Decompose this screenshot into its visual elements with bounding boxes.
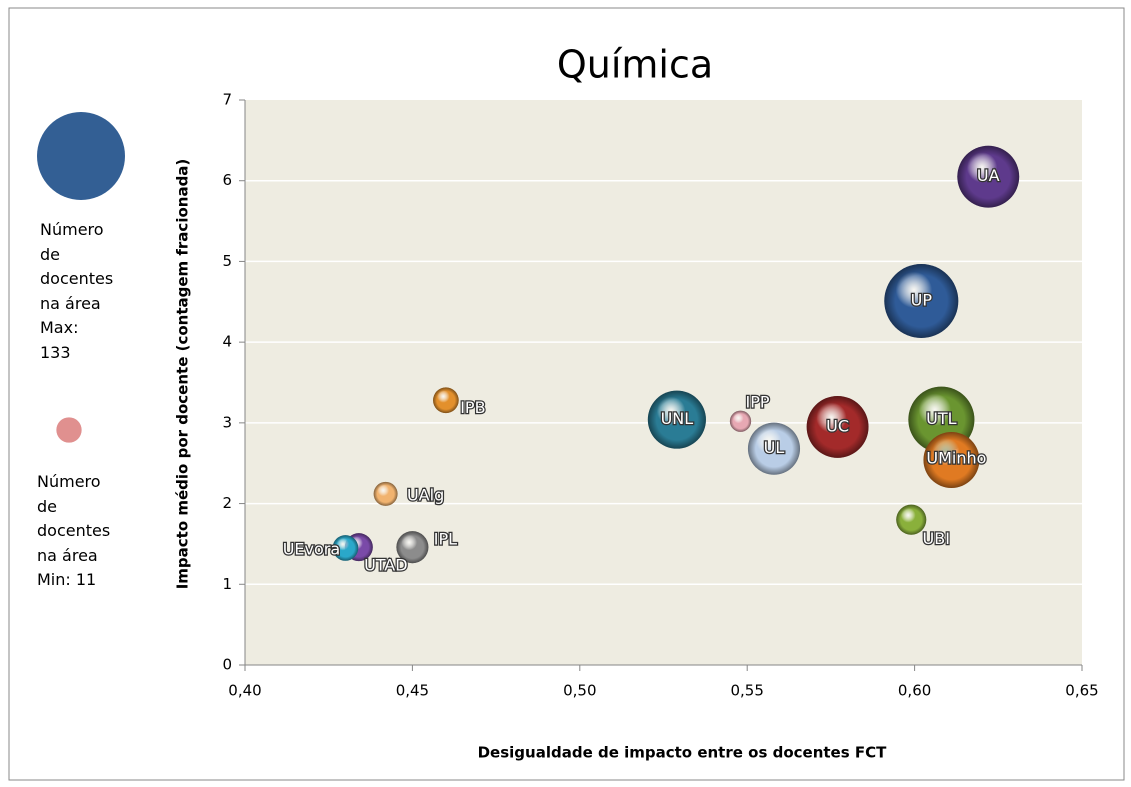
bubble: UEvora: [281, 535, 359, 561]
bubble-label: UTAD: [364, 556, 408, 575]
x-tick-label: 0,65: [1065, 682, 1098, 700]
x-tick-label: 0,55: [730, 682, 763, 700]
x-tick-label: 0,50: [563, 682, 596, 700]
bubble-label: UA: [977, 166, 1000, 185]
size-legend-circle: [56, 417, 82, 443]
bubble-shade: [332, 535, 359, 561]
bubble-label: UNL: [661, 409, 694, 428]
x-tick-label: 0,60: [898, 682, 931, 700]
x-axis-label: Desigualdade de impacto entre os docente…: [478, 744, 888, 762]
x-tick-label: 0,40: [228, 682, 261, 700]
bubble-label: IPB: [460, 398, 485, 417]
y-axis-label: Impacto médio por docente (contagem frac…: [174, 159, 192, 590]
y-tick-label: 3: [222, 413, 232, 431]
bubble-label: UL: [764, 438, 785, 457]
bubble-shade: [373, 481, 398, 506]
x-tick-label: 0,45: [396, 682, 429, 700]
bubble-label: UBI: [923, 529, 950, 548]
bubble-label: UEvora: [283, 539, 340, 558]
bubble-shade: [647, 390, 706, 449]
y-tick-label: 6: [222, 171, 232, 189]
bubble: UAlg: [373, 481, 445, 506]
bubble: UBI: [896, 504, 951, 549]
y-tick-label: 1: [222, 575, 232, 593]
y-tick-label: 7: [222, 91, 232, 109]
bubble-label: UP: [911, 290, 933, 309]
y-tick-label: 4: [222, 333, 232, 351]
bubble-shade: [396, 531, 429, 564]
bubble: IPP: [729, 391, 771, 432]
size-legend-text: Número de docentes na área Max: 133: [40, 218, 114, 365]
size-legend-label: Número de docentes na área: [37, 472, 111, 565]
y-tick-label: 5: [222, 252, 232, 270]
bubble: IPL: [396, 528, 458, 564]
y-tick-label: 0: [222, 656, 232, 674]
bubble: IPB: [433, 387, 487, 418]
bubble-label: UAlg: [407, 485, 444, 504]
bubble-shade: [957, 145, 1020, 208]
chart-frame: [8, 7, 1125, 781]
bubble-label: UC: [826, 416, 849, 435]
size-legend-circle: [37, 112, 125, 200]
bubble: UA: [957, 145, 1020, 208]
plot-area: [245, 100, 1082, 665]
bubble-shade: [884, 263, 959, 338]
bubble-shade: [923, 432, 980, 488]
bubble-shade: [896, 504, 927, 535]
bubble-shade: [433, 387, 459, 414]
bubble-shade: [729, 410, 752, 432]
size-legend-value: Min: 11: [37, 570, 97, 589]
bubble-shade: [747, 422, 801, 475]
size-legend-text: Número de docentes na área Min: 11: [37, 470, 111, 593]
bubble-label: IPP: [745, 393, 769, 412]
bubble-label: UTL: [926, 409, 956, 428]
bubble: UC: [806, 395, 869, 458]
bubble-label: IPL: [434, 530, 457, 549]
bubble: UL: [747, 422, 801, 475]
bubble: UMinho: [923, 432, 988, 488]
bubble-shade: [806, 395, 869, 458]
y-tick-label: 2: [222, 494, 232, 512]
bubble: UP: [884, 263, 959, 338]
bubble: UNL: [647, 390, 706, 449]
size-legend-value: Max: 133: [40, 318, 79, 362]
size-legend-label: Número de docentes na área: [40, 220, 114, 313]
chart-title: Química: [557, 43, 713, 87]
bubble-label: UMinho: [926, 448, 986, 467]
